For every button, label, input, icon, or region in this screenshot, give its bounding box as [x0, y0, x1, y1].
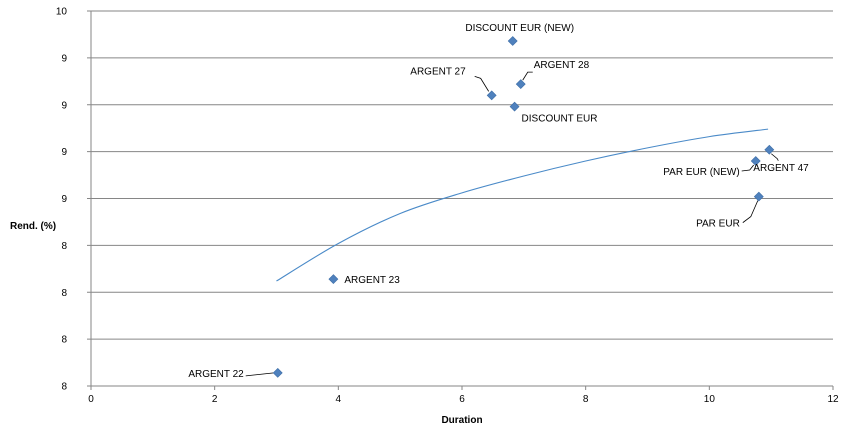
label-leader-lines: [245, 71, 779, 377]
data-point: [764, 144, 775, 155]
x-tick-label: 2: [212, 394, 218, 405]
data-point: [509, 101, 520, 112]
y-tick-label: 9: [61, 100, 67, 111]
x-tick-labels: 0 2 4 6 8 10 12: [88, 386, 839, 405]
y-axis-title: Rend. (%): [10, 221, 56, 232]
data-point: [486, 90, 497, 101]
data-points: [272, 36, 775, 378]
leader-line: [771, 153, 779, 161]
x-tick-label: 10: [704, 394, 716, 405]
y-tick-label: 10: [56, 7, 68, 18]
gridlines: [91, 10, 833, 340]
y-tick-label: 8: [61, 288, 67, 299]
data-point: [272, 367, 283, 378]
leader-line: [474, 75, 490, 92]
leader-line: [522, 71, 533, 81]
data-point: [515, 79, 526, 90]
y-tick-label: 9: [61, 194, 67, 205]
point-label: DISCOUNT EUR: [522, 114, 598, 125]
x-tick-label: 6: [459, 394, 465, 405]
data-point: [507, 36, 518, 46]
data-point: [328, 274, 339, 285]
y-tick-label: 9: [61, 147, 67, 158]
point-label: ARGENT 28: [534, 60, 590, 71]
leader-line: [742, 200, 759, 223]
x-axis-title: Duration: [441, 415, 482, 426]
y-tick-labels: 8 8 8 8 9 9 9 9 10: [56, 7, 91, 393]
point-label: ARGENT 27: [410, 66, 466, 77]
point-label: PAR EUR: [696, 219, 740, 230]
point-labels: ARGENT 22 ARGENT 23 ARGENT 27 ARGENT 28 DISC…: [188, 23, 809, 380]
y-tick-label: 9: [61, 53, 67, 64]
x-tick-label: 8: [583, 394, 589, 405]
y-tick-label: 8: [61, 241, 67, 252]
x-tick-label: 12: [827, 394, 839, 405]
leader-line: [741, 164, 755, 172]
y-tick-label: 8: [61, 335, 67, 346]
point-label: PAR EUR (NEW): [663, 167, 739, 178]
point-label: DISCOUNT EUR (NEW): [465, 23, 574, 34]
x-tick-label: 0: [88, 394, 94, 405]
data-point: [753, 191, 764, 202]
leader-line: [245, 372, 274, 377]
point-label: ARGENT 23: [344, 275, 400, 286]
data-point: [750, 156, 761, 166]
x-tick-label: 4: [336, 394, 342, 405]
point-label: ARGENT 22: [188, 369, 244, 380]
point-label: ARGENT 47: [753, 163, 809, 174]
trendline: [276, 128, 769, 282]
y-tick-label: 8: [61, 382, 67, 393]
